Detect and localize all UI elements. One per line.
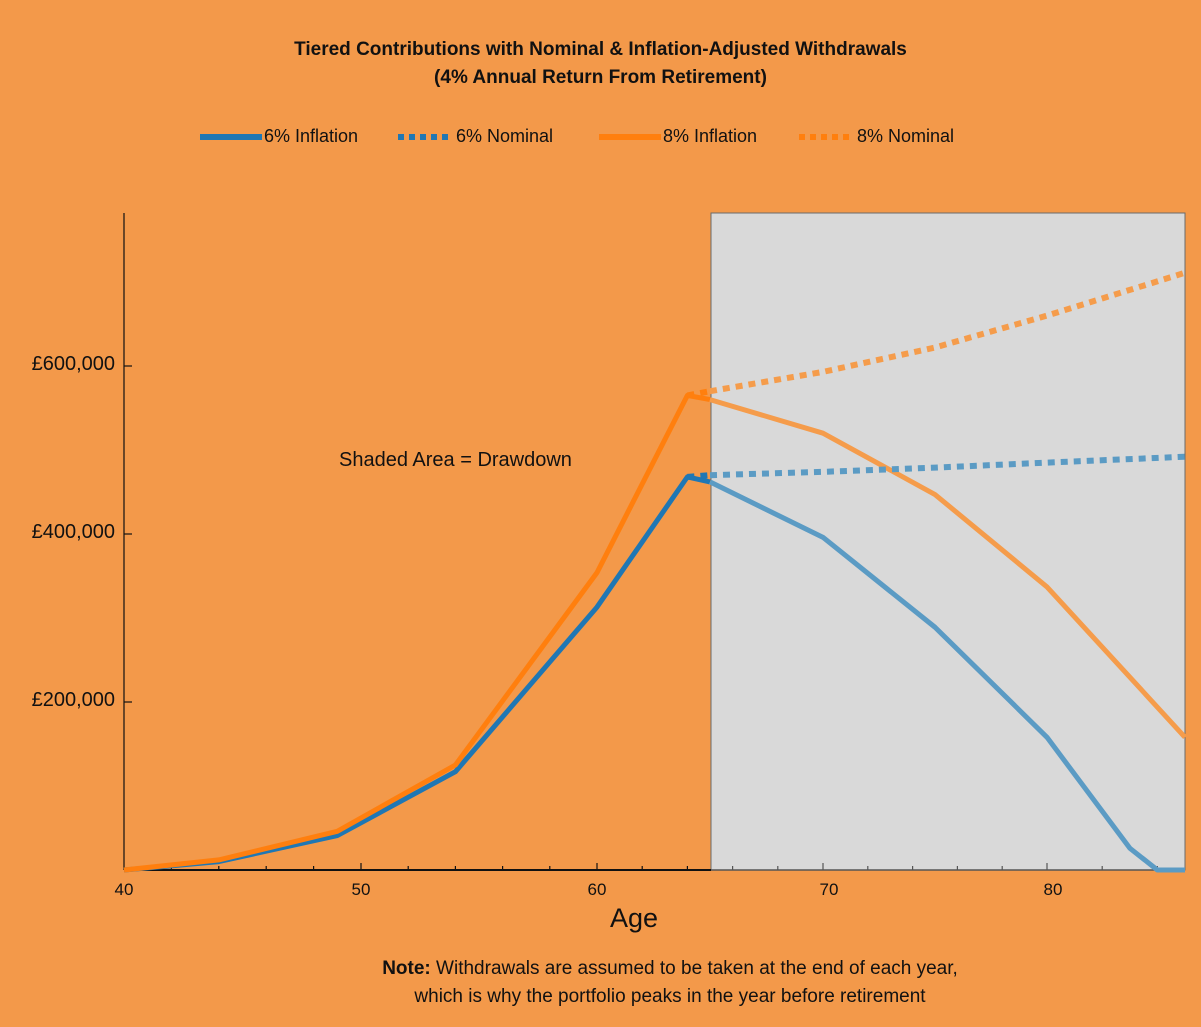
legend-item-8-inflation: 8% Inflation — [599, 126, 757, 147]
legend-label: 6% Inflation — [264, 126, 359, 146]
solid-line-swatch-icon — [200, 133, 262, 140]
y-tick-label: £400,000 — [31, 521, 115, 543]
x-tick-label: 50 — [351, 880, 371, 899]
x-tick-label: 70 — [819, 880, 839, 899]
legend: 6% Inflation 6% Nominal 8% Inflation 8% … — [0, 126, 1201, 148]
chart-title-line1: Tiered Contributions with Nominal & Infl… — [294, 39, 907, 60]
legend-item-6-inflation: 6% Inflation — [200, 126, 358, 147]
x-tick-label: 60 — [587, 880, 607, 899]
note-line1: Withdrawals are assumed to be taken at t… — [430, 958, 958, 979]
x-tick-label: 80 — [1043, 880, 1063, 899]
legend-label: 6% Nominal — [456, 126, 554, 146]
x-tick-label: 40 — [114, 880, 134, 899]
data-series — [123, 269, 1187, 873]
y-tick-label: £200,000 — [31, 689, 115, 711]
dotted-line-swatch-icon — [398, 133, 452, 140]
x-axis-title: Age — [610, 903, 659, 933]
solid-line-swatch-icon — [599, 133, 661, 140]
y-tick-label: £600,000 — [31, 353, 115, 375]
legend-label: 8% Nominal — [857, 126, 955, 146]
axes — [123, 213, 1185, 871]
legend-item-8-nominal: 8% Nominal — [797, 126, 954, 147]
drawdown-shaded-region — [710, 212, 1186, 871]
chart-subtitle: (4% Annual Return From Retirement) — [434, 67, 767, 88]
note-line2: which is why the portfolio peaks in the … — [414, 986, 926, 1007]
dotted-line-swatch-icon — [799, 133, 853, 140]
legend-label: 8% Inflation — [663, 126, 758, 146]
note-label: Note: — [382, 958, 431, 979]
footnote: Note: Withdrawals are assumed to be take… — [270, 955, 1070, 1011]
chart-title: Tiered Contributions with Nominal & Infl… — [0, 36, 1201, 92]
legend-item-6-nominal: 6% Nominal — [396, 126, 553, 147]
drawdown-annotation: Shaded Area = Drawdown — [339, 449, 572, 471]
